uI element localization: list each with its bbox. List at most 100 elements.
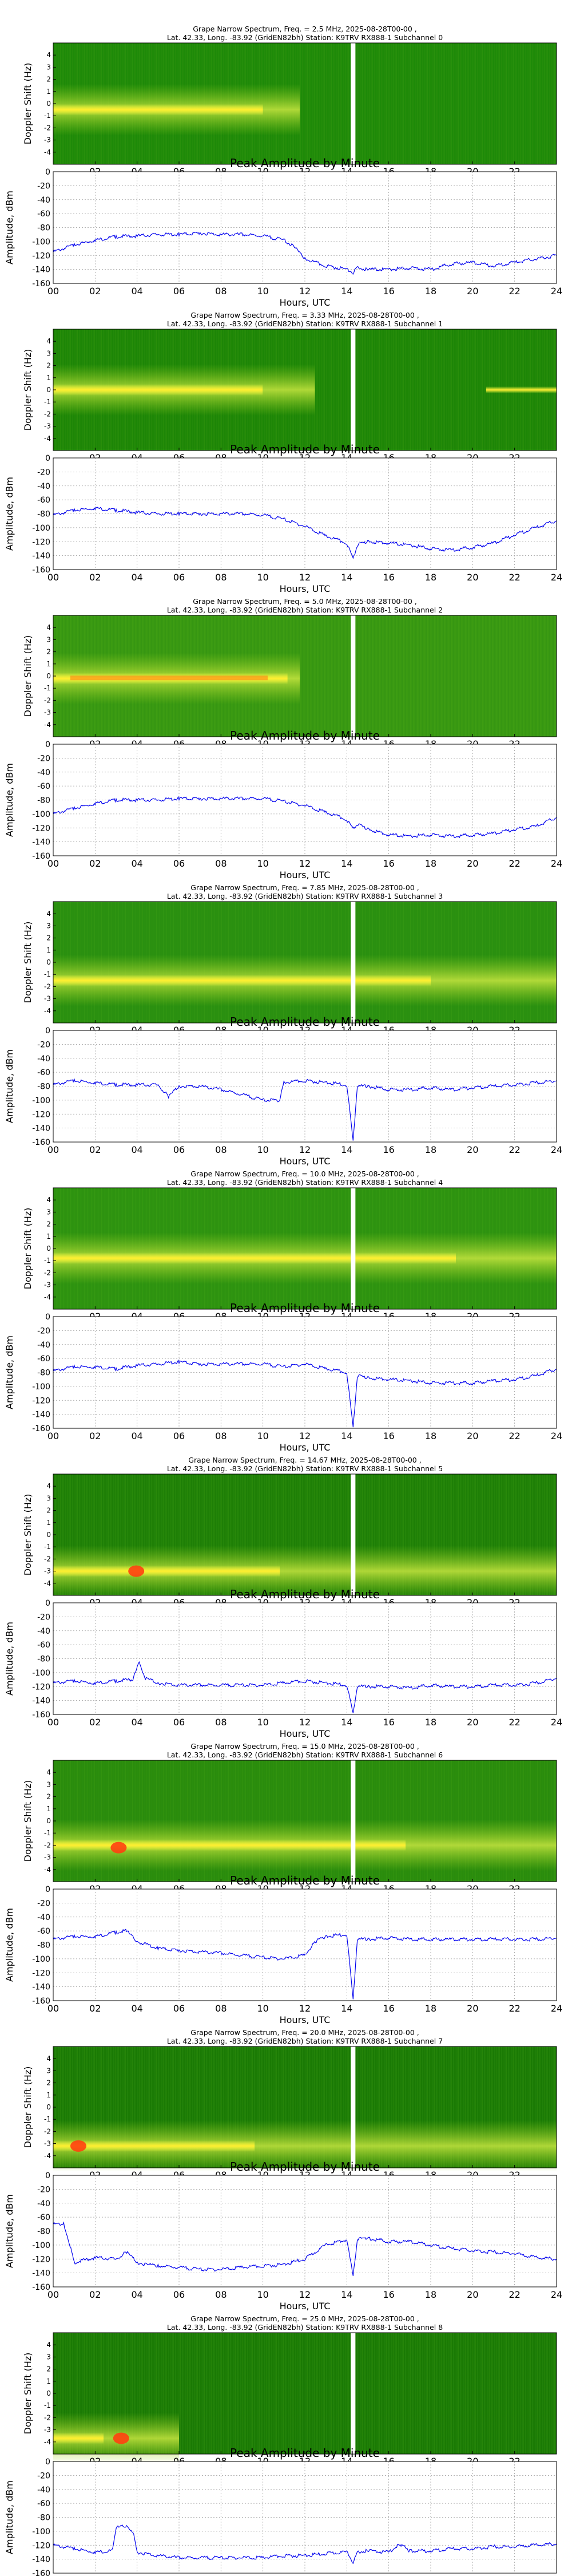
x-tick-label: 02 [89,1717,101,1728]
y-axis-label: Amplitude, dBm [4,191,15,264]
x-tick-label: 22 [509,1717,520,1728]
y-tick-label: -1 [44,2115,51,2123]
x-tick-label: 06 [173,2289,185,2300]
x-tick-label: 20 [467,2289,478,2300]
y-tick-label: -140 [32,1124,50,1133]
x-tick-label: 04 [131,1431,142,1441]
spectrum-title-line1: Grape Narrow Spectrum, Freq. = 10.0 MHz,… [190,1170,419,1178]
y-axis-label: Doppler Shift (Hz) [22,635,33,717]
spectrum-panel-8: Grape Narrow Spectrum, Freq. = 25.0 MHz,… [22,2314,557,2478]
y-axis-label: Amplitude, dBm [4,2194,15,2268]
spectrum-title-line2: Lat. 42.33, Long. -83.92 (GridEN82bh) St… [167,2323,443,2332]
y-tick-label: -100 [32,1096,50,1105]
amplitude-title: Peak Amplitude by Minute [230,729,380,742]
x-tick-label: 02 [89,858,101,869]
x-tick-label: 08 [215,1144,227,1155]
amplitude-panel-6: Peak Amplitude by Minute 00 02 04 06 08 10 12 14… [4,1874,562,2025]
amplitude-title: Peak Amplitude by Minute [230,156,380,170]
doppler-band-core [53,2140,255,2152]
y-tick-label: -40 [37,2486,50,2495]
y-axis-label: Amplitude, dBm [4,763,15,837]
x-tick-label: 02 [89,2289,101,2300]
y-tick-label: 2 [46,362,51,370]
amplitude-panel-5: Peak Amplitude by Minute 00 02 04 06 08 10 12 14… [4,1587,562,1739]
spectrum-title-line2: Lat. 42.33, Long. -83.92 (GridEN82bh) St… [167,606,443,614]
y-tick-label: -160 [32,1710,50,1720]
x-tick-label: 18 [425,1431,436,1441]
y-tick-label: 4 [46,337,51,345]
amplitude-title: Peak Amplitude by Minute [230,1587,380,1601]
y-tick-label: -60 [37,1927,50,1936]
peak-amplitude-series [53,231,557,275]
y-tick-label: 0 [45,1599,50,1608]
x-tick-label: 06 [173,2003,185,2014]
x-tick-label: 18 [425,2003,436,2014]
y-tick-label: -4 [44,2152,51,2160]
y-axis-label: Doppler Shift (Hz) [22,2353,33,2435]
data-gap-marker [351,2046,356,2168]
y-tick-label: 3 [46,2067,51,2075]
y-axis-label: Amplitude, dBm [4,1908,15,1982]
doppler-band-core [53,1252,456,1264]
x-tick-label: 16 [383,286,394,297]
y-tick-label: 1 [46,946,51,954]
y-tick-label: 4 [46,623,51,631]
x-tick-label: 18 [425,286,436,297]
x-tick-label: 16 [383,2289,394,2300]
y-tick-label: -160 [32,2283,50,2292]
y-axis-label: Amplitude, dBm [4,477,15,551]
y-tick-label: -140 [32,838,50,847]
y-tick-label: -3 [44,2140,51,2148]
y-tick-label: -20 [37,1613,50,1622]
y-axis-label: Amplitude, dBm [4,1049,15,1123]
spectrum-title-line2: Lat. 42.33, Long. -83.92 (GridEN82bh) St… [167,1178,443,1187]
x-tick-label: 08 [215,2289,227,2300]
x-tick-label: 12 [299,286,311,297]
x-tick-label: 24 [551,2289,562,2300]
x-tick-label: 00 [47,1717,59,1728]
peak-amplitude-series [53,2221,557,2276]
y-tick-label: -80 [37,1082,50,1092]
y-tick-label: 3 [46,349,51,357]
y-tick-label: -40 [37,1341,50,1350]
x-tick-label: 02 [89,1431,101,1441]
doppler-band-peak [70,675,268,681]
x-tick-label: 04 [131,1144,142,1155]
y-tick-label: -120 [32,1682,50,1692]
spectrum-title-line2: Lat. 42.33, Long. -83.92 (GridEN82bh) St… [167,1464,443,1473]
x-tick-label: 00 [47,1431,59,1441]
x-tick-label: 14 [341,2003,352,2014]
x-tick-label: 10 [257,1717,268,1728]
x-tick-label: 10 [257,2289,268,2300]
spectrum-title-line1: Grape Narrow Spectrum, Freq. = 25.0 MHz,… [190,2314,419,2323]
amplitude-frame [53,457,557,570]
amplitude-frame [53,2175,557,2287]
y-tick-label: -120 [32,1110,50,1119]
x-tick-label: 00 [47,1144,59,1155]
y-tick-label: 2 [46,1220,51,1228]
y-tick-label: 2 [46,934,51,942]
x-tick-label: 00 [47,286,59,297]
y-tick-label: 0 [46,672,51,680]
y-tick-label: -160 [32,1424,50,1433]
x-tick-label: 10 [257,1431,268,1441]
y-tick-label: -2 [44,1269,51,1277]
amplitude-frame [53,2461,557,2574]
x-tick-label: 10 [257,572,268,583]
x-tick-label: 12 [299,2003,311,2014]
y-tick-label: 0 [46,1817,51,1825]
x-tick-label: 04 [131,572,142,583]
amplitude-title: Peak Amplitude by Minute [230,1015,380,1029]
x-tick-label: 12 [299,572,311,583]
x-tick-label: 20 [467,572,478,583]
x-tick-label: 18 [425,1144,436,1155]
x-tick-label: 24 [551,858,562,869]
doppler-band-core [53,104,263,116]
amplitude-panel-3: Peak Amplitude by Minute 00 02 04 06 08 10 12 14… [4,1015,562,1167]
amplitude-title: Peak Amplitude by Minute [230,2160,380,2174]
x-tick-label: 04 [131,286,142,297]
spectrum-title-line2: Lat. 42.33, Long. -83.92 (GridEN82bh) St… [167,2037,443,2045]
x-tick-label: 04 [131,2289,142,2300]
y-tick-label: -2 [44,124,51,132]
x-tick-label: 20 [467,286,478,297]
